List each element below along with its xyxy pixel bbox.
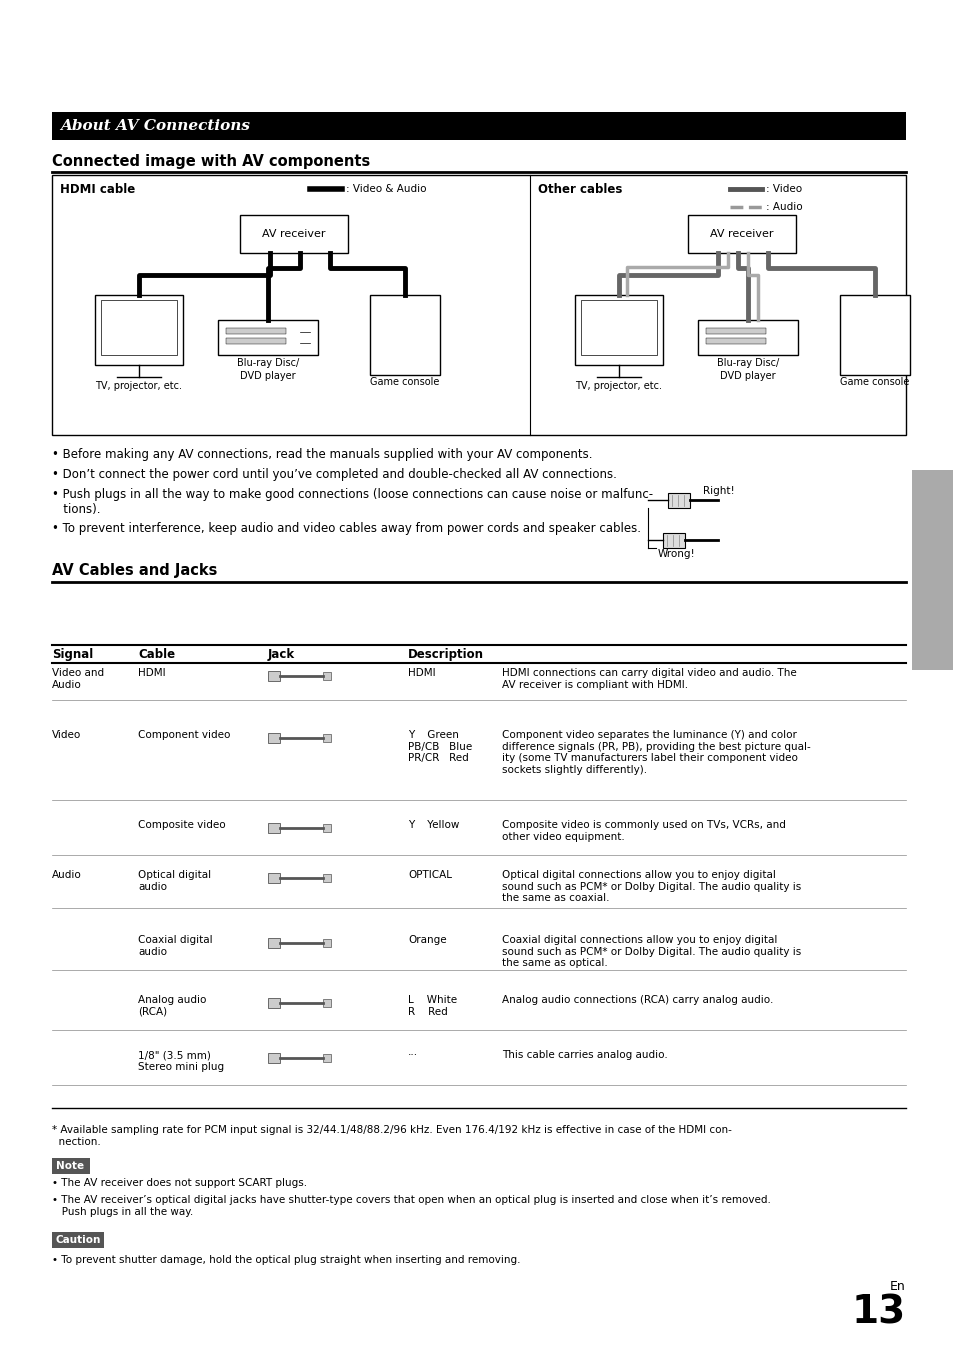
Text: Blu-ray Disc/: Blu-ray Disc/ bbox=[716, 358, 779, 367]
Bar bbox=[268, 823, 280, 834]
Text: TV, projector, etc.: TV, projector, etc. bbox=[575, 381, 661, 390]
Bar bbox=[323, 874, 331, 882]
Bar bbox=[575, 295, 662, 365]
Text: Optical digital connections allow you to enjoy digital
sound such as PCM* or Dol: Optical digital connections allow you to… bbox=[501, 870, 801, 904]
Bar bbox=[911, 470, 953, 670]
Text: : Video & Audio: : Video & Audio bbox=[346, 184, 426, 195]
Bar bbox=[52, 176, 905, 435]
Text: Right!: Right! bbox=[702, 486, 734, 496]
Text: Component video: Component video bbox=[138, 730, 230, 740]
Text: • To prevent shutter damage, hold the optical plug straight when inserting and r: • To prevent shutter damage, hold the op… bbox=[52, 1255, 520, 1265]
Bar bbox=[95, 295, 183, 365]
Text: Analog audio
(RCA): Analog audio (RCA) bbox=[138, 994, 206, 1016]
Text: • The AV receiver’s optical digital jacks have shutter-type covers that open whe: • The AV receiver’s optical digital jack… bbox=[52, 1196, 770, 1217]
Text: Audio: Audio bbox=[52, 870, 82, 880]
Text: 1/8" (3.5 mm)
Stereo mini plug: 1/8" (3.5 mm) Stereo mini plug bbox=[138, 1050, 224, 1071]
Text: Wrong!: Wrong! bbox=[658, 549, 695, 559]
Text: : Audio: : Audio bbox=[765, 203, 801, 212]
Bar bbox=[240, 215, 348, 253]
Bar bbox=[52, 1232, 104, 1248]
Text: Y    Green
PB/CB   Blue
PR/CR   Red: Y Green PB/CB Blue PR/CR Red bbox=[408, 730, 472, 763]
Bar bbox=[705, 328, 765, 334]
Bar bbox=[218, 320, 317, 355]
Bar bbox=[52, 112, 905, 141]
Text: Connected image with AV components: Connected image with AV components bbox=[52, 154, 370, 169]
Bar bbox=[580, 300, 657, 355]
Bar bbox=[268, 1052, 280, 1063]
Text: Note: Note bbox=[56, 1161, 84, 1171]
Bar bbox=[323, 1054, 331, 1062]
Bar bbox=[268, 671, 280, 681]
Text: HDMI cable: HDMI cable bbox=[60, 182, 135, 196]
Text: ···: ··· bbox=[408, 1050, 417, 1061]
Bar bbox=[687, 215, 795, 253]
Bar bbox=[101, 300, 177, 355]
Text: Video: Video bbox=[52, 730, 81, 740]
Text: This cable carries analog audio.: This cable carries analog audio. bbox=[501, 1050, 667, 1061]
Text: • Don’t connect the power cord until you’ve completed and double-checked all AV : • Don’t connect the power cord until you… bbox=[52, 467, 617, 481]
Text: Composite video: Composite video bbox=[138, 820, 226, 830]
Text: • To prevent interference, keep audio and video cables away from power cords and: • To prevent interference, keep audio an… bbox=[52, 521, 640, 535]
Bar bbox=[323, 998, 331, 1006]
Text: Coaxial digital
audio: Coaxial digital audio bbox=[138, 935, 213, 957]
Text: AV receiver: AV receiver bbox=[262, 230, 325, 239]
Bar bbox=[268, 734, 280, 743]
Text: OPTICAL: OPTICAL bbox=[408, 870, 452, 880]
Text: DVD player: DVD player bbox=[720, 372, 775, 381]
Text: Optical digital
audio: Optical digital audio bbox=[138, 870, 211, 892]
Bar bbox=[667, 493, 689, 508]
Text: Orange: Orange bbox=[408, 935, 446, 944]
Text: Game console: Game console bbox=[840, 377, 909, 386]
Text: Game console: Game console bbox=[370, 377, 439, 386]
Text: AV receiver: AV receiver bbox=[709, 230, 773, 239]
Text: HDMI connections can carry digital video and audio. The
AV receiver is compliant: HDMI connections can carry digital video… bbox=[501, 667, 796, 689]
Bar bbox=[370, 295, 439, 376]
Bar bbox=[268, 998, 280, 1008]
Text: DVD player: DVD player bbox=[240, 372, 295, 381]
Text: Other cables: Other cables bbox=[537, 182, 621, 196]
Bar bbox=[226, 338, 286, 345]
Text: TV, projector, etc.: TV, projector, etc. bbox=[95, 381, 182, 390]
Text: Signal: Signal bbox=[52, 648, 93, 661]
Text: L    White
R    Red: L White R Red bbox=[408, 994, 456, 1016]
Bar bbox=[52, 1158, 90, 1174]
Bar bbox=[268, 873, 280, 884]
Text: * Available sampling rate for PCM input signal is 32/44.1/48/88.2/96 kHz. Even 1: * Available sampling rate for PCM input … bbox=[52, 1125, 731, 1147]
Bar bbox=[323, 939, 331, 947]
Text: HDMI: HDMI bbox=[408, 667, 436, 678]
Bar bbox=[323, 824, 331, 832]
Text: Coaxial digital connections allow you to enjoy digital
sound such as PCM* or Dol: Coaxial digital connections allow you to… bbox=[501, 935, 801, 969]
Text: AV Cables and Jacks: AV Cables and Jacks bbox=[52, 563, 217, 578]
Bar bbox=[323, 734, 331, 742]
Text: • Push plugs in all the way to make good connections (loose connections can caus: • Push plugs in all the way to make good… bbox=[52, 488, 653, 516]
Bar bbox=[705, 338, 765, 345]
Text: Component video separates the luminance (Y) and color
difference signals (PR, PB: Component video separates the luminance … bbox=[501, 730, 810, 775]
Text: About AV Connections: About AV Connections bbox=[60, 119, 250, 132]
Text: Y    Yellow: Y Yellow bbox=[408, 820, 459, 830]
Text: • The AV receiver does not support SCART plugs.: • The AV receiver does not support SCART… bbox=[52, 1178, 307, 1188]
Bar bbox=[662, 534, 684, 549]
Bar bbox=[226, 328, 286, 334]
Text: Blu-ray Disc/: Blu-ray Disc/ bbox=[236, 358, 299, 367]
Bar bbox=[268, 938, 280, 948]
Text: 13: 13 bbox=[851, 1293, 905, 1331]
Text: Cable: Cable bbox=[138, 648, 175, 661]
Text: Caution: Caution bbox=[56, 1235, 101, 1246]
Text: Description: Description bbox=[408, 648, 483, 661]
Bar bbox=[840, 295, 909, 376]
Text: Video and
Audio: Video and Audio bbox=[52, 667, 104, 689]
Text: Composite video is commonly used on TVs, VCRs, and
other video equipment.: Composite video is commonly used on TVs,… bbox=[501, 820, 785, 842]
Bar bbox=[698, 320, 797, 355]
Text: En: En bbox=[889, 1279, 905, 1293]
Text: Analog audio connections (RCA) carry analog audio.: Analog audio connections (RCA) carry ana… bbox=[501, 994, 773, 1005]
Text: : Video: : Video bbox=[765, 184, 801, 195]
Text: • Before making any AV connections, read the manuals supplied with your AV compo: • Before making any AV connections, read… bbox=[52, 449, 592, 461]
Text: Jack: Jack bbox=[268, 648, 294, 661]
Bar bbox=[323, 671, 331, 680]
Text: HDMI: HDMI bbox=[138, 667, 166, 678]
